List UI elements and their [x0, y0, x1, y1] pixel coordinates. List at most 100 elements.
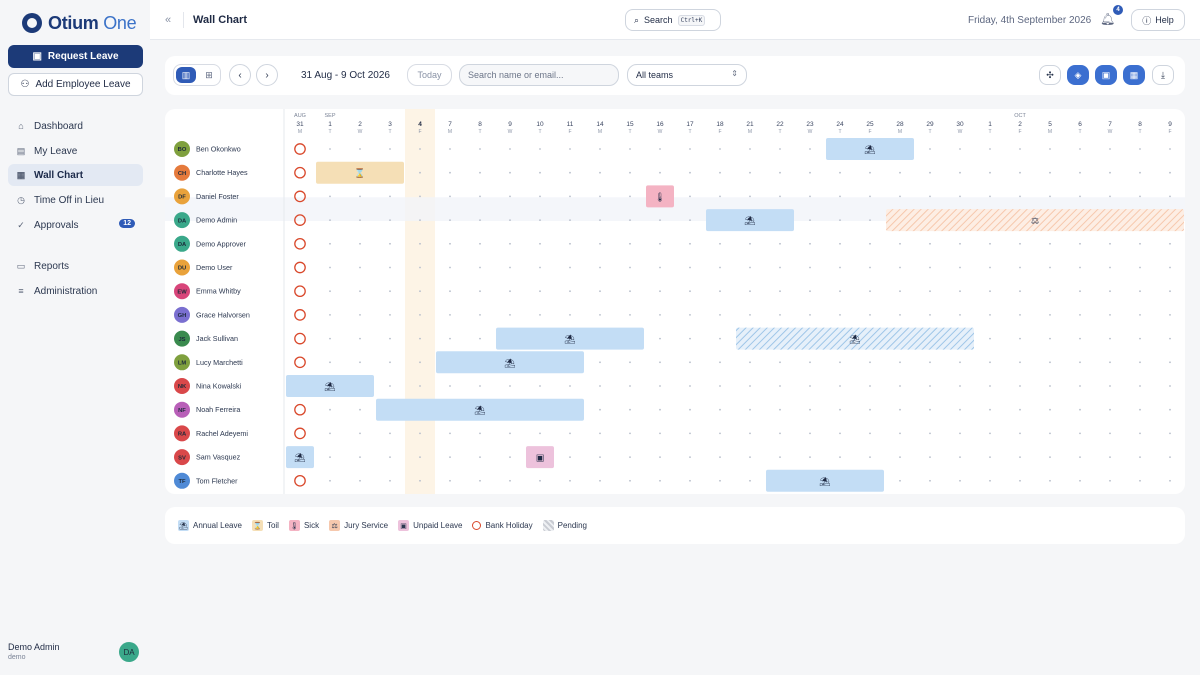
sidebar-item-time-off-in-lieu[interactable]: ◷ Time Off in Lieu: [17, 194, 105, 206]
employee-name[interactable]: Sam Vasquez: [196, 453, 241, 462]
today-button[interactable]: Today: [407, 64, 452, 86]
leave-bar-annual[interactable]: [826, 138, 914, 160]
sidebar-item-wall-chart[interactable]: ▦ Wall Chart: [8, 164, 143, 186]
empty-day-dot: [359, 456, 361, 458]
bank-holiday-marker[interactable]: [294, 190, 306, 203]
help-button[interactable]: ⓘ Help: [1131, 9, 1185, 31]
employee-name[interactable]: Lucy Marchetti: [196, 358, 243, 367]
next-period-button[interactable]: ›: [256, 64, 278, 86]
bank-holiday-marker[interactable]: [294, 474, 306, 487]
empty-day-dot: [779, 361, 781, 364]
bank-holiday-marker[interactable]: [294, 427, 306, 440]
request-leave-button[interactable]: ▣ Request Leave: [8, 45, 143, 68]
leave-types-button[interactable]: ◈: [1067, 65, 1089, 85]
legend-label: Toil: [266, 521, 279, 530]
empty-day-dot: [659, 242, 661, 245]
sidebar-item-reports[interactable]: ▭ Reports: [16, 260, 70, 272]
empty-day-dot: [329, 242, 331, 245]
employee-name[interactable]: Charlotte Hayes: [196, 168, 248, 177]
empty-day-dot: [1169, 266, 1171, 269]
empty-day-dot: [1049, 385, 1051, 387]
bank-holiday-marker[interactable]: [294, 332, 306, 345]
employee-name[interactable]: Tom Fletcher: [196, 476, 238, 485]
leave-bar-annual[interactable]: [706, 209, 794, 232]
leave-bar-annual[interactable]: [436, 351, 584, 374]
bank-holiday-marker[interactable]: [294, 261, 306, 274]
fit-view-button[interactable]: ✣: [1039, 65, 1061, 85]
empty-day-dot: [569, 385, 571, 387]
bank-holiday-marker[interactable]: [294, 285, 306, 298]
employee-search-input[interactable]: [459, 64, 619, 86]
team-select[interactable]: All teams ⇕: [627, 64, 747, 86]
empty-day-dot: [1019, 456, 1021, 458]
empty-day-dot: [1019, 385, 1021, 387]
user-profile[interactable]: Demo Admin demo DA: [8, 640, 143, 666]
employee-name[interactable]: Grace Halvorsen: [196, 310, 250, 319]
leave-bar-annual[interactable]: [766, 469, 884, 492]
leave-bar-annual[interactable]: [286, 446, 314, 469]
bank-holiday-marker[interactable]: [294, 403, 306, 416]
bank-holiday-marker[interactable]: [294, 214, 306, 226]
leave-bar-annual[interactable]: [496, 327, 644, 350]
empty-day-dot: [839, 314, 841, 316]
empty-day-dot: [599, 242, 601, 245]
leave-bar-annual[interactable]: [376, 398, 584, 421]
app-logo[interactable]: Otium One: [22, 12, 137, 34]
sidebar-item-approvals[interactable]: ✓ Approvals 12: [8, 214, 143, 236]
bank-holiday-marker[interactable]: [294, 166, 306, 179]
empty-day-dot: [959, 242, 961, 245]
empty-day-dot: [719, 408, 721, 411]
timeline-view-icon[interactable]: ▥: [176, 67, 196, 83]
employee-name[interactable]: Jack Sullivan: [196, 334, 238, 343]
day-number: 8: [1138, 121, 1142, 128]
empty-day-dot: [509, 266, 511, 269]
annual-icon: ⛱: [324, 382, 335, 393]
empty-day-dot: [959, 385, 961, 387]
leave-bar-sick[interactable]: [646, 185, 674, 208]
sidebar-item-administration[interactable]: ≡ Administration: [8, 280, 143, 302]
empty-day-dot: [959, 479, 961, 482]
sidebar-item-dashboard[interactable]: ⌂ Dashboard: [8, 115, 143, 137]
empty-day-dot: [479, 314, 481, 316]
leave-bar-jury[interactable]: [886, 209, 1184, 232]
global-search-button[interactable]: ⌕ Search Ctrl+K: [625, 9, 721, 31]
download-button[interactable]: ⤓: [1152, 65, 1174, 85]
collapse-sidebar-icon[interactable]: «: [165, 14, 172, 26]
weekends-button[interactable]: ▦: [1123, 65, 1145, 85]
add-employee-leave-button[interactable]: ⚇ Add Employee Leave: [8, 73, 143, 96]
grid-view-icon[interactable]: ⊞: [205, 69, 213, 80]
empty-day-dot: [839, 171, 841, 174]
employee-name[interactable]: Nina Kowalski: [196, 382, 242, 391]
empty-day-dot: [449, 266, 451, 269]
previous-period-button[interactable]: ‹: [229, 64, 251, 86]
holidays-button[interactable]: ▣: [1095, 65, 1117, 85]
bank-holiday-marker[interactable]: [294, 143, 306, 155]
employee-name[interactable]: Emma Whitby: [196, 287, 241, 296]
empty-day-dot: [779, 148, 781, 150]
empty-day-dot: [719, 148, 721, 150]
empty-day-dot: [899, 432, 901, 435]
employee-name[interactable]: Rachel Adeyemi: [196, 429, 248, 438]
jury-icon: ⚖: [1031, 217, 1039, 227]
employee-name[interactable]: Demo User: [196, 263, 233, 272]
bank-holiday-marker[interactable]: [294, 356, 306, 369]
empty-day-dot: [449, 314, 451, 316]
employee-name[interactable]: Daniel Foster: [196, 192, 239, 201]
bank-holiday-marker[interactable]: [294, 309, 306, 321]
leave-bar-toil[interactable]: [316, 161, 404, 184]
employee-name[interactable]: Noah Ferreira: [196, 405, 240, 414]
month-label: OCT: [1014, 113, 1026, 119]
avatar: [174, 425, 190, 442]
leave-bar-annual[interactable]: [286, 375, 374, 397]
bell-icon[interactable]: 🔔︎: [1100, 12, 1116, 26]
empty-day-dot: [359, 314, 361, 316]
leave-bar-annual[interactable]: [736, 327, 974, 350]
empty-day-dot: [749, 432, 751, 435]
avatar[interactable]: DA: [119, 642, 139, 662]
employee-name[interactable]: Demo Admin: [196, 216, 237, 225]
employee-name[interactable]: Demo Approver: [196, 239, 247, 248]
sidebar-item-my-leave[interactable]: ▤ My Leave: [16, 145, 78, 157]
employee-name[interactable]: Ben Okonkwo: [196, 145, 241, 154]
leave-bar-unpaid[interactable]: [526, 446, 554, 469]
bank-holiday-marker[interactable]: [294, 237, 306, 250]
